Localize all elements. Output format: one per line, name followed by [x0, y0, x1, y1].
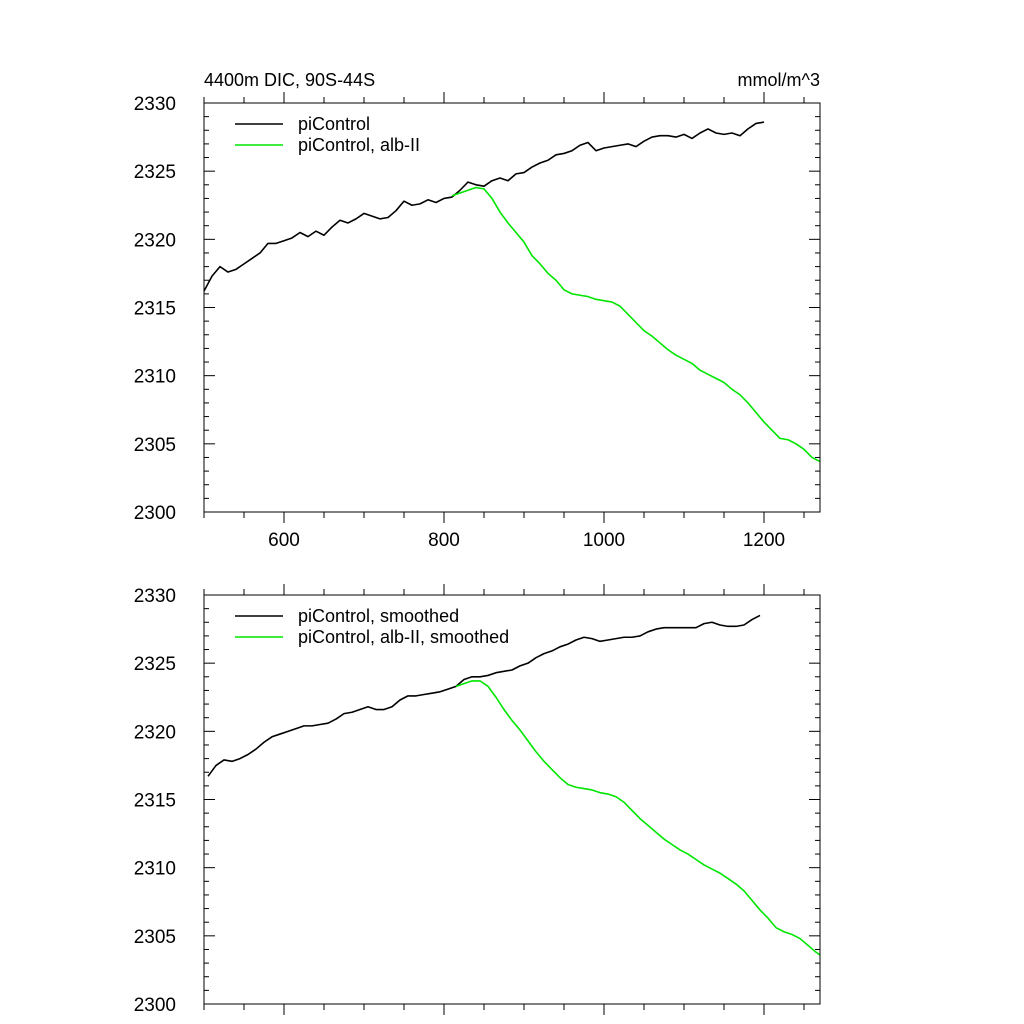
plot-panel-1: 600 800 1000 1200 2300 2305 2310 2315 2320 2325 23… — [134, 92, 821, 551]
y-tick-label: 2320 — [134, 722, 176, 743]
plot-panel-2: 2300 2305 2310 2315 2320 2325 2330 piControl, s… — [134, 584, 821, 1016]
panels: 600 800 1000 120023002305231023152320232523… — [134, 92, 821, 1016]
y-tick-label: 2315 — [134, 791, 176, 812]
x-tick-label: 600 — [268, 530, 300, 551]
y-tick-label: 2310 — [134, 859, 176, 880]
y-tick-label: 2310 — [134, 367, 176, 388]
series-line-1 — [204, 121, 765, 292]
plot-frame — [203, 594, 821, 1005]
series-line-2 — [455, 680, 820, 956]
y-tick-label: 2330 — [134, 586, 176, 607]
legend-label-2: piControl, alb-II — [298, 135, 420, 155]
legend-label-1: piControl, smoothed — [298, 606, 459, 626]
y-tick-label: 2330 — [134, 94, 176, 115]
series-group — [204, 121, 820, 463]
y-tick-label: 2325 — [134, 654, 176, 675]
chart-title: 4400m DIC, 90S-44S — [204, 70, 375, 90]
y-tick-label: 2320 — [134, 230, 176, 251]
y-tick-label: 2300 — [134, 995, 176, 1016]
legend-label-2: piControl, alb-II, smoothed — [298, 627, 509, 647]
x-tick-label: 1000 — [583, 530, 625, 551]
series-line-1 — [207, 614, 761, 777]
x-tick-label: 800 — [428, 530, 460, 551]
y-tick-label: 2325 — [134, 162, 176, 183]
x-tick-label: 1200 — [743, 530, 785, 551]
plot-frame — [203, 102, 821, 513]
y-tick-label: 2300 — [134, 503, 176, 524]
series-line-2 — [451, 186, 820, 463]
series-group — [207, 614, 820, 956]
y-tick-label: 2305 — [134, 927, 176, 948]
units-label: mmol/m^3 — [738, 70, 820, 90]
y-tick-label: 2305 — [134, 435, 176, 456]
legend-label-1: piControl — [298, 114, 370, 134]
y-tick-label: 2315 — [134, 299, 176, 320]
